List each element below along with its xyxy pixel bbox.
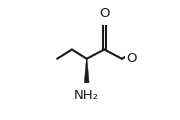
- Polygon shape: [84, 59, 89, 83]
- Text: NH₂: NH₂: [74, 89, 99, 102]
- Text: O: O: [99, 7, 109, 20]
- Text: O: O: [126, 52, 136, 65]
